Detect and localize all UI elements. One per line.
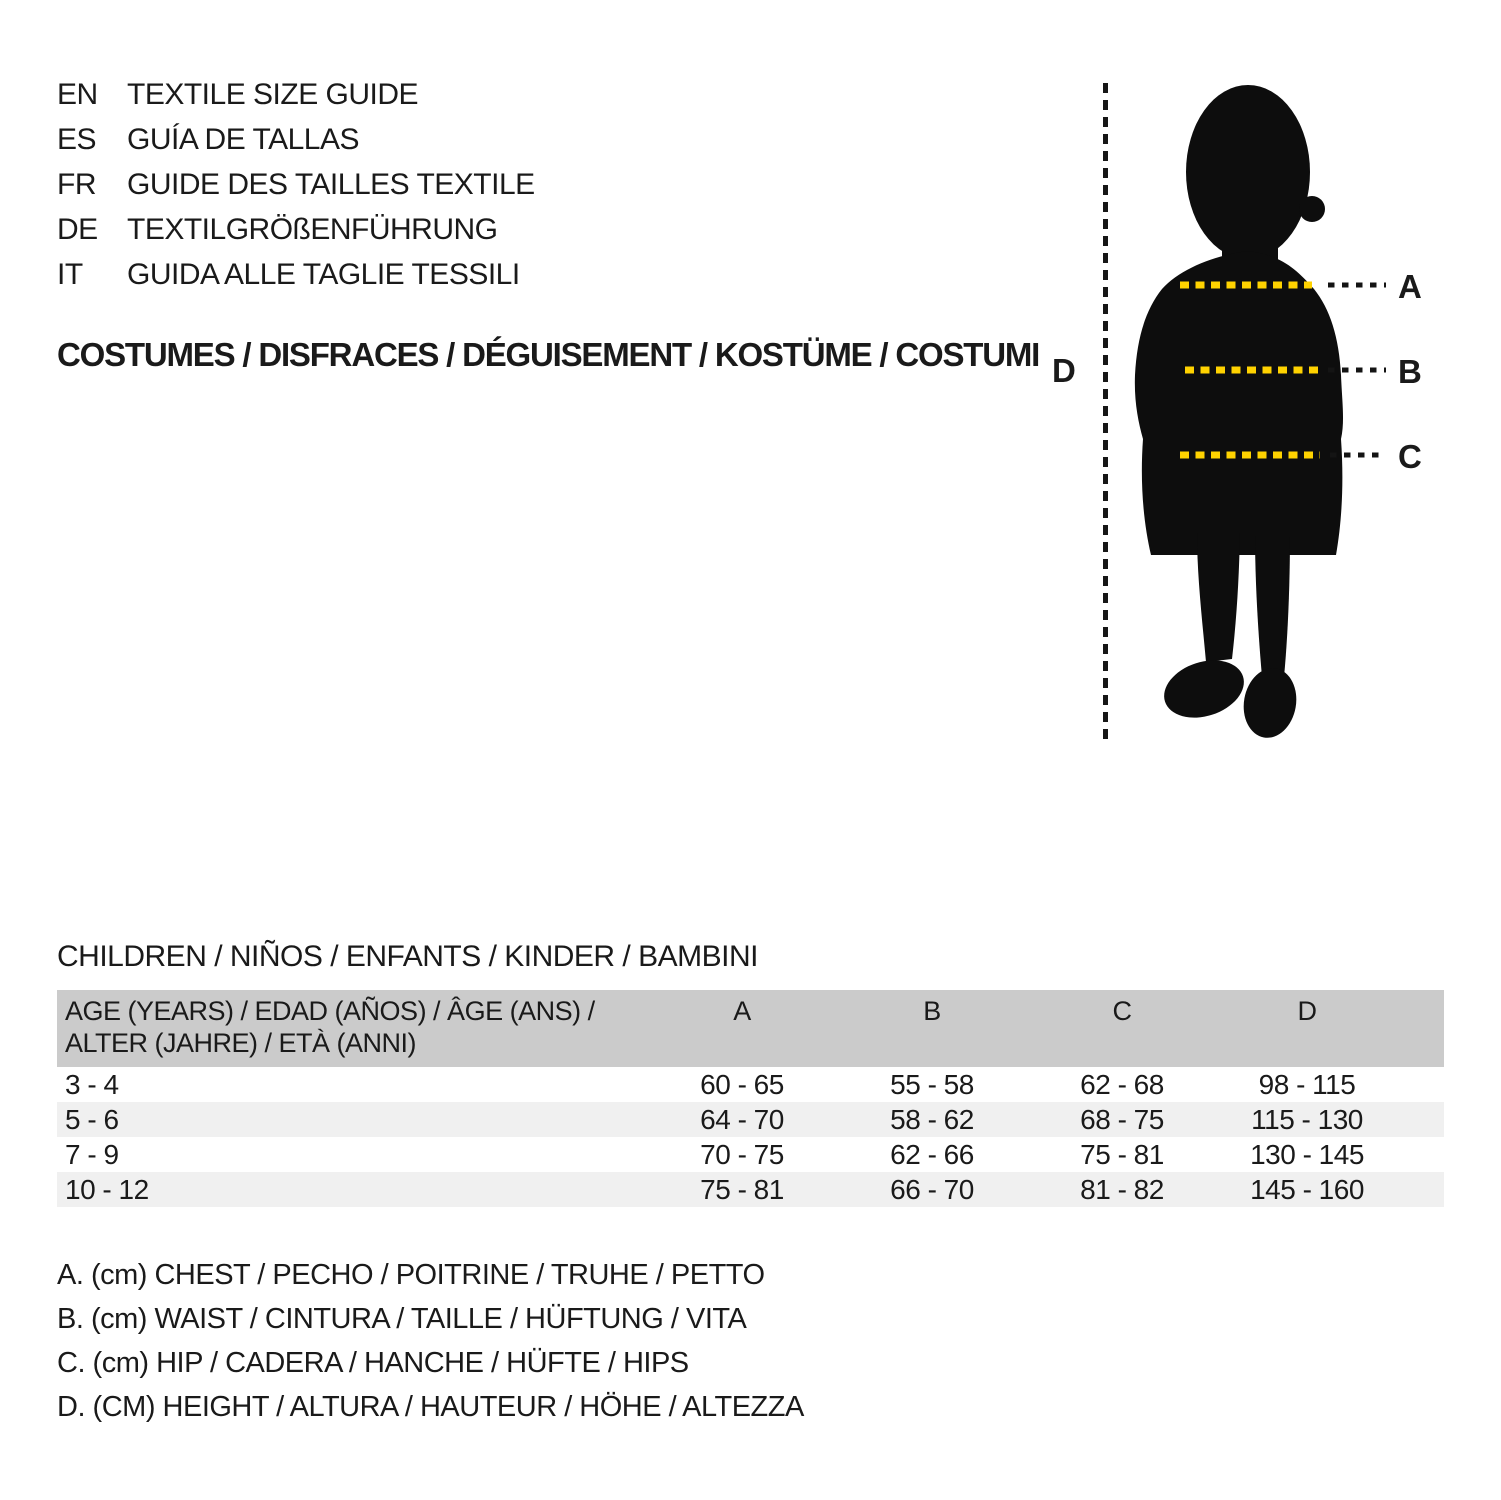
hip-cell: 81 - 82 (1080, 1174, 1164, 1205)
section-heading: CHILDREN / NIÑOS / ENFANTS / KINDER / BA… (57, 940, 758, 973)
silhouette-shape (1134, 85, 1344, 738)
chest-cell: 70 - 75 (700, 1139, 784, 1170)
age-cell: 3 - 4 (65, 1069, 119, 1100)
row-spacer (1397, 1102, 1444, 1137)
waist-cell: 58 - 62 (890, 1104, 974, 1135)
height-cell: 98 - 115 (1258, 1069, 1356, 1100)
figure-label-c: C (1398, 438, 1422, 475)
figure-label-b: B (1398, 353, 1422, 390)
table-header-row: AGE (YEARS) / EDAD (AÑOS) / ÂGE (ANS) / … (57, 990, 1444, 1067)
language-row: FR GUIDE DES TAILLES TEXTILE (57, 162, 535, 207)
figure-label-d: D (1052, 352, 1076, 389)
waist-cell: 62 - 66 (890, 1139, 974, 1170)
height-cell: 115 - 130 (1251, 1104, 1363, 1135)
table-row: 3 - 4 60 - 65 55 - 58 62 - 68 98 - 115 (57, 1067, 1444, 1102)
table-row: 5 - 6 64 - 70 58 - 62 68 - 75 115 - 130 (57, 1102, 1444, 1137)
language-label: GUIDA ALLE TAGLIE TESSILI (127, 258, 520, 291)
legend-item-chest: A. (cm) CHEST / PECHO / POITRINE / TRUHE… (57, 1259, 765, 1291)
header-spacer (1397, 990, 1444, 1067)
legend-item-height: D. (CM) HEIGHT / ALTURA / HAUTEUR / HÖHE… (57, 1391, 804, 1423)
age-header-line1: AGE (YEARS) / EDAD (AÑOS) / ÂGE (ANS) / (65, 996, 595, 1026)
size-table: AGE (YEARS) / EDAD (AÑOS) / ÂGE (ANS) / … (57, 990, 1444, 1207)
height-dashed-line (1103, 83, 1108, 745)
age-cell: 10 - 12 (65, 1174, 149, 1205)
language-label: GUÍA DE TALLAS (127, 123, 360, 156)
row-spacer (1397, 1067, 1444, 1102)
row-spacer (1397, 1172, 1444, 1207)
col-header-c: C (1112, 996, 1133, 1026)
height-cell: 130 - 145 (1250, 1139, 1364, 1170)
legend-item-waist: B. (cm) WAIST / CINTURA / TAILLE / HÜFTU… (57, 1303, 747, 1335)
category-title: COSTUMES / DISFRACES / DÉGUISEMENT / KOS… (57, 336, 1040, 373)
hip-cell: 75 - 81 (1080, 1139, 1164, 1170)
language-code: DE (57, 213, 98, 246)
language-code: IT (57, 258, 83, 291)
chest-cell: 75 - 81 (700, 1174, 784, 1205)
language-row: IT GUIDA ALLE TAGLIE TESSILI (57, 252, 535, 297)
language-list: EN TEXTILE SIZE GUIDE ES GUÍA DE TALLAS … (57, 72, 535, 297)
height-cell: 145 - 160 (1250, 1174, 1364, 1205)
language-row: EN TEXTILE SIZE GUIDE (57, 72, 535, 117)
chest-cell: 64 - 70 (700, 1104, 784, 1135)
waist-cell: 55 - 58 (890, 1069, 974, 1100)
age-cell: 5 - 6 (65, 1104, 119, 1135)
language-code: FR (57, 168, 97, 201)
language-row: DE TEXTILGRÖßENFÜHRUNG (57, 207, 535, 252)
language-code: EN (57, 78, 98, 111)
age-cell: 7 - 9 (65, 1139, 119, 1170)
language-label: GUIDE DES TAILLES TEXTILE (127, 168, 535, 201)
col-header-d: D (1297, 996, 1318, 1026)
hip-cell: 62 - 68 (1080, 1069, 1164, 1100)
figure-label-a: A (1398, 268, 1422, 305)
legend-item-hip: C. (cm) HIP / CADERA / HANCHE / HÜFTE / … (57, 1347, 689, 1379)
language-label: TEXTILE SIZE GUIDE (127, 78, 419, 111)
table-row: 10 - 12 75 - 81 66 - 70 81 - 82 145 - 16… (57, 1172, 1444, 1207)
measure-dash-lines (1180, 281, 1322, 459)
chest-cell: 60 - 65 (700, 1069, 784, 1100)
table-row: 7 - 9 70 - 75 62 - 66 75 - 81 130 - 145 (57, 1137, 1444, 1172)
row-spacer (1397, 1137, 1444, 1172)
language-label: TEXTILGRÖßENFÜHRUNG (127, 213, 498, 246)
language-row: ES GUÍA DE TALLAS (57, 117, 535, 162)
language-code: ES (57, 123, 97, 156)
child-silhouette (1134, 85, 1386, 738)
age-header-cell: AGE (YEARS) / EDAD (AÑOS) / ÂGE (ANS) / … (57, 990, 647, 1067)
col-header-b: B (923, 996, 941, 1026)
waist-cell: 66 - 70 (890, 1174, 974, 1205)
hip-cell: 68 - 75 (1080, 1104, 1164, 1135)
measurement-legend: A. (cm) CHEST / PECHO / POITRINE / TRUHE… (57, 1253, 804, 1429)
age-header-line2: ALTER (JAHRE) / ETÀ (ANNI) (65, 1028, 417, 1058)
col-header-a: A (733, 996, 751, 1026)
connector-dotted-lines (1328, 282, 1386, 458)
